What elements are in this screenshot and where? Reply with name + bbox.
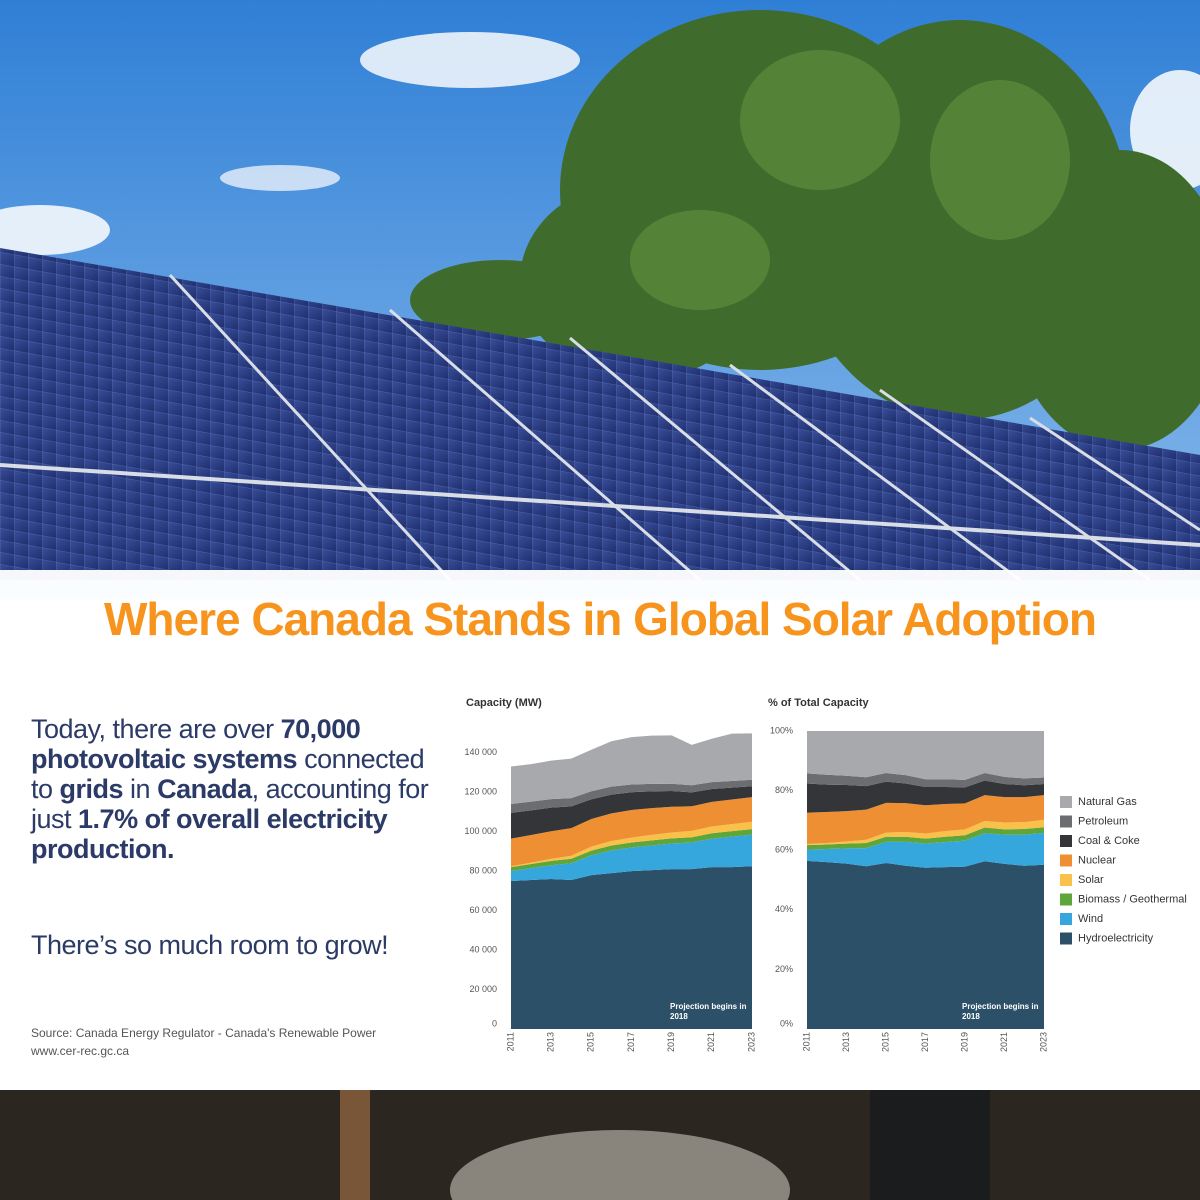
text: , accounting for just [31,774,429,834]
legend-label: Hydroelectricity [1078,932,1154,944]
y-tick-label: 80% [775,785,793,795]
bold-text: grids [59,774,124,804]
y-tick-label: 60 000 [469,905,497,915]
x-tick-label: 2021 [706,1032,716,1052]
legend-swatch [1060,874,1072,886]
legend-swatch [1060,796,1072,808]
legend-label: Biomass / Geothermal [1078,893,1187,905]
area [807,795,1044,844]
legend-label: Solar [1078,874,1104,886]
area [511,779,752,813]
y-tick-label: 120 000 [464,787,497,797]
y-tick-label: 100% [770,725,793,735]
x-tick-label: 2013 [841,1032,851,1052]
legend-label: Natural Gas [1078,796,1137,808]
y-tick-label: 60% [775,845,793,855]
area [807,780,1044,813]
bold-text: Canada [157,774,252,804]
area [511,834,752,881]
y-tick-label: 40 000 [469,944,497,954]
text: in [123,774,158,804]
legend-label: Nuclear [1078,854,1116,866]
area [807,832,1044,868]
y-tick-label: 0% [780,1018,793,1028]
area [511,786,752,839]
legend-box [1056,786,1198,952]
legend-label: Coal & Coke [1078,835,1140,847]
y-tick-label: 100 000 [464,826,497,836]
legend-swatch [1060,835,1072,847]
text: connected to [31,744,425,804]
area [511,733,752,805]
legend-swatch [1060,893,1072,906]
body-text: Today, there are over 70,000 photovoltai… [31,714,443,864]
area [511,866,752,1029]
x-tick-label: 2015 [586,1032,596,1052]
x-tick-label: 2023 [746,1032,756,1052]
area [807,819,1044,846]
headline: Where Canada Stands in Global Solar Adop… [104,593,1097,645]
y-tick-label: 40% [775,904,793,914]
y-tick-label: 0 [492,1018,497,1028]
area [807,773,1044,788]
y-tick-label: 80 000 [469,866,497,876]
x-tick-label: 2011 [801,1032,811,1051]
area [807,731,1044,780]
x-tick-label: 2019 [666,1032,676,1052]
bold-text: 1.7% of overall electricity production. [31,804,388,864]
area [807,860,1044,1029]
y-tick-label: 140 000 [464,747,497,757]
x-tick-label: 2017 [920,1032,930,1052]
area [511,829,752,872]
x-tick-label: 2019 [959,1032,969,1052]
x-tick-label: 2017 [626,1032,636,1052]
closing-text: There’s so much room to grow! [31,930,389,960]
source-line: Source: Canada Energy Regulator - Canada… [31,1026,377,1040]
y-tick-label: 20 000 [469,984,497,994]
legend-swatch [1060,932,1072,945]
area [511,821,752,868]
x-tick-label: 2023 [1038,1032,1048,1052]
text: Today, there are over [31,714,281,744]
area [511,797,752,867]
legend-label: Petroleum [1078,815,1128,827]
x-tick-label: 2013 [546,1032,556,1052]
x-tick-label: 2011 [505,1032,515,1051]
annotation: Projection begins in 2018 [670,1002,747,1021]
source-url: www.cer-rec.gc.ca [31,1044,130,1058]
x-tick-label: 2021 [999,1032,1009,1052]
legend-label: Wind [1078,913,1103,925]
area [807,827,1044,850]
legend-swatch [1060,913,1072,925]
y-tick-label: 20% [775,964,793,974]
chart-title: % of Total Capacity [768,697,870,709]
bold-text: 70,000 photovoltaic systems [31,714,361,774]
annotation: Projection begins in 2018 [962,1002,1039,1021]
legend-swatch [1060,815,1072,828]
legend-swatch [1060,854,1072,867]
chart-title: Capacity (MW) [466,697,542,709]
source: Source: Canada Energy Regulator - Canada… [31,1024,376,1060]
x-tick-label: 2015 [880,1032,890,1052]
